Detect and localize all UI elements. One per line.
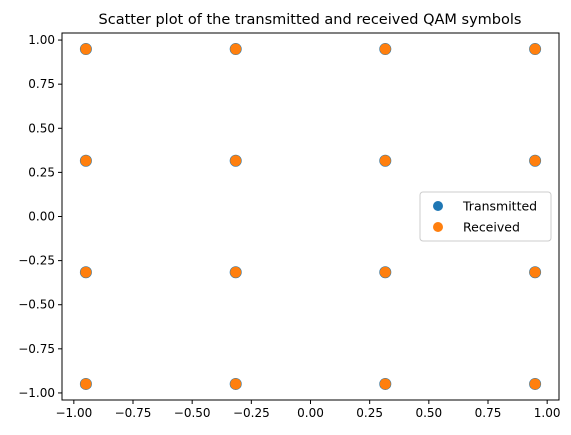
x-tick-label: 0.75 [475,406,502,420]
received-point-12 [80,378,92,390]
x-tick-label: 0.50 [415,406,442,420]
received-point-7 [529,155,541,167]
y-tick-label: 0.25 [28,165,55,179]
received-point-6 [379,155,391,167]
received-point-9 [230,266,242,278]
x-axis: −1.00 −0.75 −0.50 −0.25 0.00 0.25 0.50 0.75 1.00 [55,400,561,420]
x-tick-label: 1.00 [534,406,561,420]
plot-area [79,43,542,390]
received-point-15 [529,378,541,390]
y-tick-label: 1.00 [28,33,55,47]
received-point-3 [529,43,541,55]
legend-label-transmitted: Transmitted [462,199,537,214]
legend-marker-transmitted [433,201,443,211]
legend-label-received: Received [463,220,520,235]
legend: Transmitted Received [419,191,552,242]
received-point-10 [379,266,391,278]
y-tick-label: 0.75 [28,77,55,91]
y-tick-label: −0.25 [18,254,55,268]
x-tick-label: −0.25 [233,406,270,420]
chart-title: Scatter plot of the transmitted and rece… [99,12,522,28]
received-point-8 [80,266,92,278]
received-point-14 [379,378,391,390]
received-point-0 [80,43,92,55]
y-tick-label: 0.50 [28,121,55,135]
legend-marker-received [433,222,443,232]
received-point-1 [230,43,242,55]
y-axis: −1.00 −0.75 −0.50 −0.25 0.00 0.25 0.50 0.75 1.00 [18,33,62,400]
x-tick-label: −0.75 [115,406,152,420]
received-point-2 [379,43,391,55]
x-tick-label: 0.25 [356,406,383,420]
x-tick-label: −0.50 [174,406,211,420]
y-tick-label: −0.75 [18,342,55,356]
y-tick-label: −1.00 [18,386,55,400]
received-point-5 [230,155,242,167]
legend-box [419,191,552,242]
x-tick-label: 0.00 [297,406,324,420]
received-point-4 [80,155,92,167]
x-tick-label: −1.00 [55,406,92,420]
received-point-11 [529,266,541,278]
y-tick-label: 0.00 [28,210,55,224]
y-tick-label: −0.50 [18,298,55,312]
received-point-13 [230,378,242,390]
